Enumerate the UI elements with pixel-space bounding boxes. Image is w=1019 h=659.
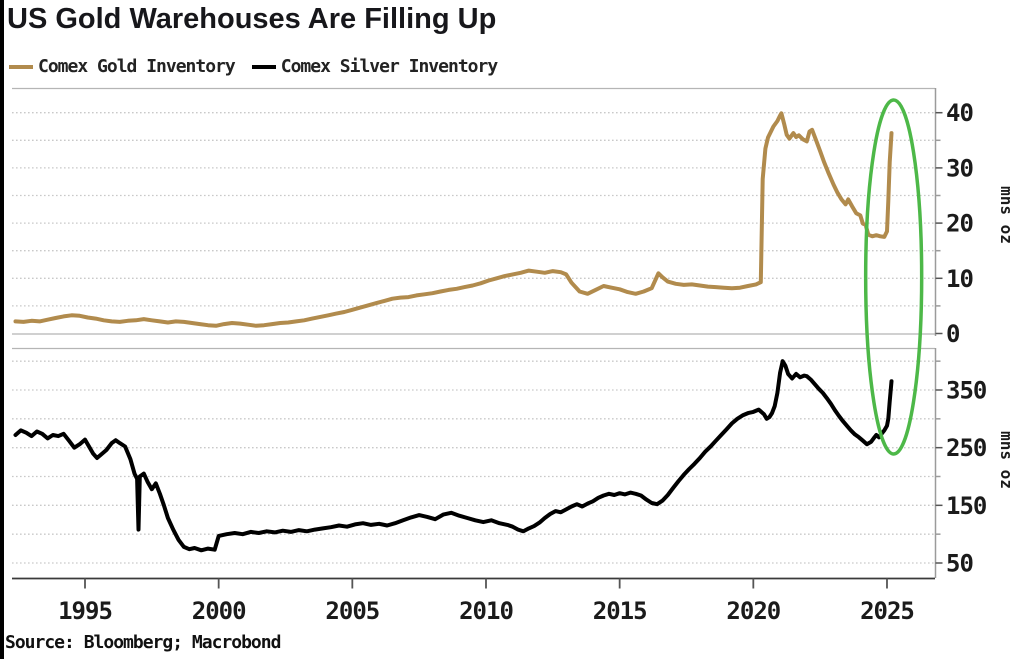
legend-item-silver: Comex Silver Inventory <box>251 56 498 77</box>
legend-item-gold: Comex Gold Inventory <box>9 56 236 77</box>
y-tick-label: 20 <box>946 210 973 238</box>
x-tick-label: 2025 <box>860 597 914 625</box>
silver-inventory-line <box>13 359 894 553</box>
y-tick-label: 10 <box>946 265 973 293</box>
y-tick-label: 350 <box>946 376 987 404</box>
x-tick-label: 2000 <box>192 597 246 625</box>
x-axis: 1995 2000 2005 2010 2015 2020 2025 <box>12 577 935 625</box>
x-tick-label: 2020 <box>726 597 780 625</box>
y-tick-label: 50 <box>946 550 973 578</box>
y-tick-label: 150 <box>946 492 987 520</box>
x-tick-label: 2010 <box>459 597 513 625</box>
y-tick-label: 40 <box>946 99 973 127</box>
x-tick-label: 2005 <box>325 597 379 625</box>
chart-title: US Gold Warehouses Are Filling Up <box>7 3 497 35</box>
highlight-ellipse-annotation <box>863 98 924 456</box>
gold-line-swatch <box>9 64 33 69</box>
y-tick-label: 0 <box>946 320 960 348</box>
x-tick-label: 1995 <box>58 597 112 625</box>
legend: Comex Gold Inventory Comex Silver Invent… <box>9 56 498 77</box>
source-attribution: Source: Bloomberg; Macrobond <box>5 632 281 653</box>
panel-gold: 0 10 20 30 40 mns oz <box>12 87 1016 348</box>
y-axis-unit-label: mns oz <box>997 186 1016 244</box>
legend-label-gold: Comex Gold Inventory <box>38 56 236 77</box>
y-tick-label: 250 <box>946 434 987 462</box>
y-tick-label: 30 <box>946 154 973 182</box>
window-left-border <box>0 0 4 659</box>
silver-line-swatch <box>251 64 276 69</box>
y-axis-unit-label: mns oz <box>997 431 1016 489</box>
x-tick-label: 2015 <box>593 597 647 625</box>
legend-label-silver: Comex Silver Inventory <box>280 56 498 77</box>
gold-inventory-line <box>13 111 894 328</box>
panel-silver: 50 150 250 350 mns oz <box>12 347 1016 578</box>
